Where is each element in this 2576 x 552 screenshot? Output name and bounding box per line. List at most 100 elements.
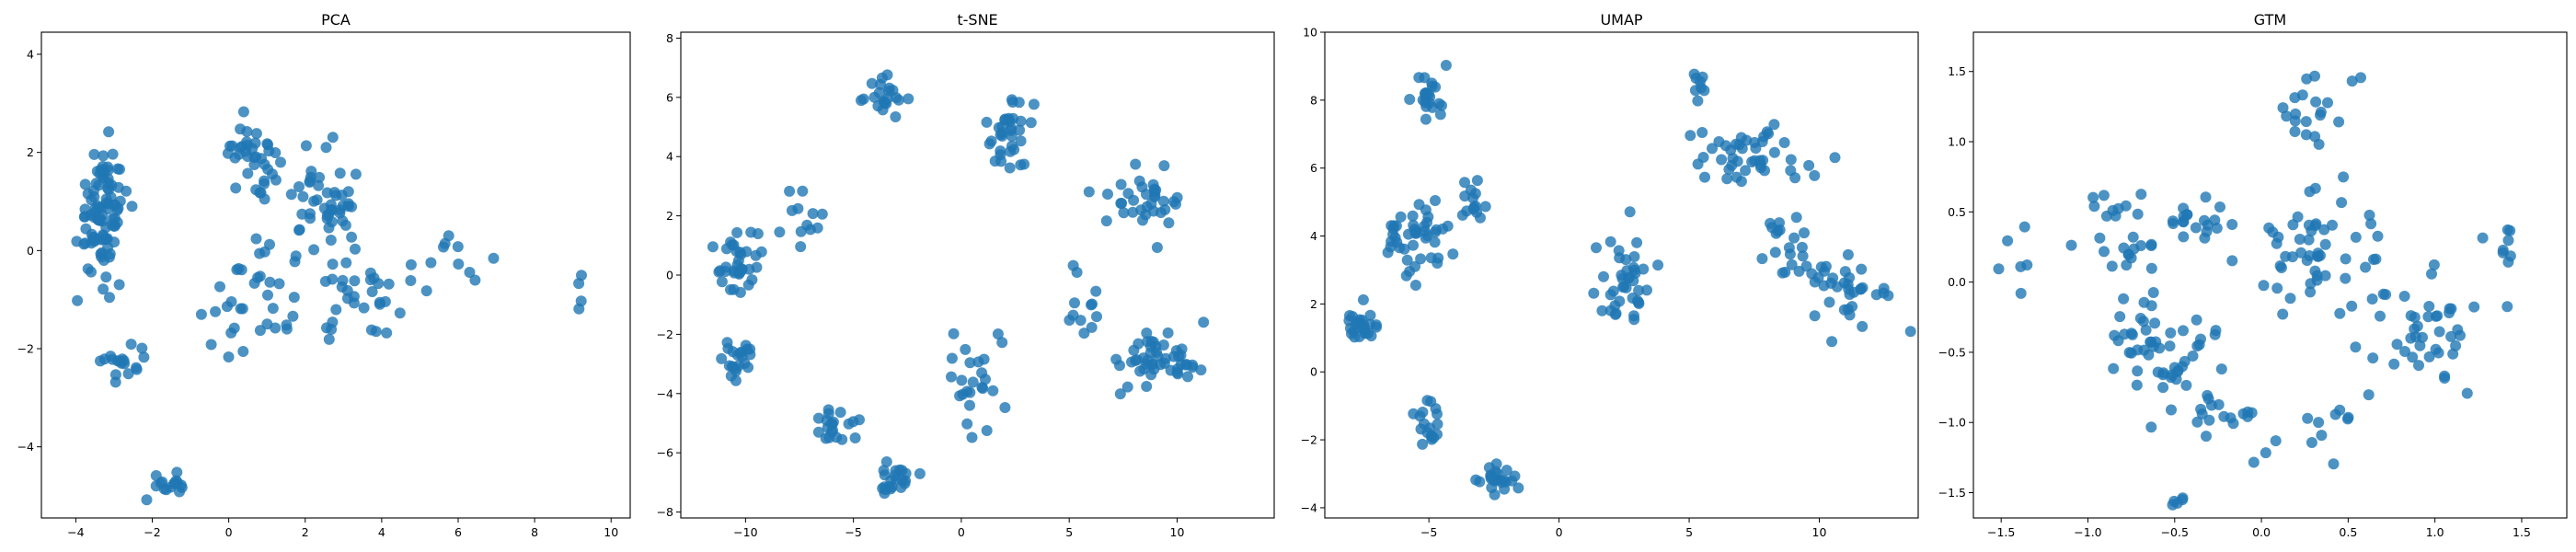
scatter-point — [978, 353, 990, 365]
scatter-point — [1826, 336, 1838, 348]
scatter-point — [2334, 404, 2346, 416]
scatter-point — [2363, 209, 2375, 221]
scatter-point — [252, 271, 264, 283]
scatter-point — [2094, 232, 2106, 244]
scatter-point — [336, 281, 348, 293]
scatter-point — [340, 257, 352, 269]
scatter-point — [1420, 87, 1432, 98]
scatter-point — [2180, 379, 2192, 391]
y-tick-label: −1.0 — [1938, 416, 1966, 430]
scatter-point — [305, 208, 316, 220]
x-tick-label: 1.0 — [2426, 525, 2444, 539]
scatter-point — [895, 481, 907, 493]
scatter-point — [2309, 131, 2321, 143]
scatter-point — [2319, 270, 2331, 282]
scatter-point — [1469, 188, 1481, 200]
scatter-point — [811, 222, 823, 234]
scatter-point — [725, 283, 736, 295]
scatter-point — [1627, 293, 1639, 304]
scatter-point — [1461, 205, 1473, 217]
scatter-point — [2461, 387, 2473, 399]
scatter-point — [1628, 314, 1640, 326]
scatter-point — [2018, 221, 2030, 233]
scatter-point — [2316, 430, 2328, 442]
scatter-point — [2177, 492, 2189, 504]
scatter-point — [1133, 338, 1144, 350]
scatter-point — [784, 185, 796, 197]
scatter-point — [2191, 416, 2203, 428]
scatter-point — [1100, 215, 1112, 227]
scatter-point — [849, 432, 861, 443]
scatter-point — [2391, 339, 2403, 351]
scatter-point — [857, 93, 869, 105]
scatter-point — [1870, 289, 1882, 301]
scatter-point — [2201, 431, 2212, 443]
scatter-point — [1774, 224, 1786, 236]
scatter-point — [1067, 309, 1079, 321]
scatter-point — [1417, 407, 1429, 418]
scatter-point — [807, 208, 819, 220]
scatter-point — [2147, 287, 2159, 298]
scatter-point — [2439, 373, 2451, 384]
scatter-point — [2002, 235, 2014, 247]
scatter-point — [1387, 223, 1399, 235]
scatter-point — [2164, 340, 2176, 352]
scatter-point — [405, 275, 417, 286]
scatter-point — [2340, 253, 2352, 265]
scatter-point — [1607, 285, 1619, 297]
scatter-point — [1145, 369, 1157, 381]
scatter-point — [1735, 176, 1747, 188]
scatter-point — [2398, 291, 2410, 302]
scatter-point — [1421, 395, 1433, 407]
scatter-point — [237, 346, 249, 357]
scatter-point — [2167, 215, 2179, 227]
scatter-point — [834, 407, 846, 419]
scatter-point — [325, 235, 337, 246]
scatter-point — [1147, 178, 1159, 190]
scatter-point — [237, 106, 249, 118]
scatter-point — [339, 219, 351, 231]
scatter-point — [241, 126, 253, 137]
plot-frame — [1972, 31, 2568, 519]
scatter-point — [334, 167, 346, 179]
scatter-point — [348, 291, 360, 303]
x-tick-label: 0 — [1556, 525, 1563, 539]
y-tick-label: −4 — [17, 440, 34, 454]
scatter-point — [79, 211, 91, 223]
scatter-point — [138, 351, 150, 363]
scatter-point — [2399, 346, 2410, 357]
scatter-point — [1628, 251, 1640, 262]
scatter-point — [2346, 75, 2358, 87]
scatter-point — [2414, 339, 2426, 351]
scatter-point — [1512, 482, 1524, 494]
scatter-point — [2281, 110, 2293, 122]
scatter-point — [2118, 293, 2130, 305]
scatter-point — [878, 465, 890, 477]
scatter-point — [281, 319, 293, 331]
scatter-point — [1083, 186, 1095, 198]
scatter-point — [1404, 94, 1416, 105]
scatter-point — [2447, 348, 2459, 360]
scatter-point — [1843, 283, 1855, 295]
scatter-point — [1721, 173, 1733, 185]
scatter-point — [2296, 89, 2308, 101]
scatter-point — [741, 246, 753, 258]
scatter-point — [261, 318, 273, 330]
plot-frame — [1324, 31, 1919, 519]
scatter-point — [964, 357, 976, 369]
scatter-point — [82, 188, 94, 200]
scatter-point — [1784, 248, 1796, 260]
scatter-point — [946, 352, 958, 364]
scatter-point — [1110, 353, 1122, 365]
scatter-point — [1408, 239, 1419, 251]
scatter-point — [2334, 307, 2346, 319]
scatter-point — [2145, 262, 2157, 274]
scatter-point — [1823, 296, 1835, 308]
scatter-point — [336, 190, 348, 201]
scatter-point — [2360, 261, 2372, 273]
x-tick-label: 4 — [378, 525, 385, 539]
scatter-point — [2423, 301, 2435, 312]
scatter-point — [736, 263, 748, 275]
scatter-point — [225, 327, 237, 339]
scatter-point — [2270, 435, 2282, 447]
